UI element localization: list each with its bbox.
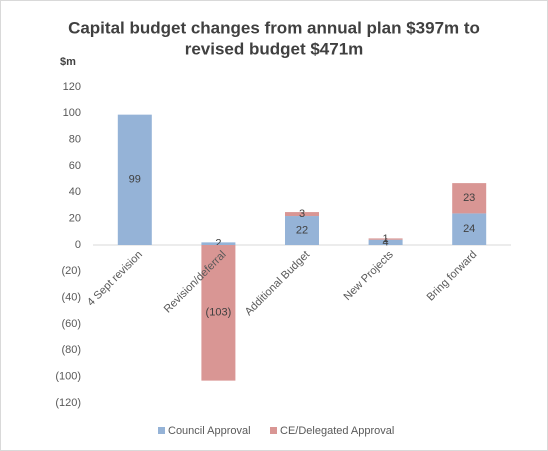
bar — [117, 114, 152, 246]
bar — [452, 183, 487, 214]
y-tick-label: (100) — [55, 371, 81, 383]
data-label: 24 — [463, 223, 475, 235]
y-tick-label: 20 — [69, 213, 81, 225]
bar — [452, 213, 487, 245]
data-label: 22 — [296, 224, 308, 236]
y-tick-label: (80) — [61, 344, 81, 356]
legend-label: CE/Delegated Approval — [280, 425, 394, 437]
bar — [368, 238, 403, 240]
y-tick-label: 120 — [63, 81, 81, 93]
y-tick-label: 40 — [69, 186, 81, 198]
y-axis-label: $m — [60, 56, 76, 68]
data-label: 99 — [129, 174, 141, 186]
bar — [285, 212, 319, 217]
y-tick-label: 0 — [75, 239, 81, 251]
y-tick-label: (120) — [55, 397, 81, 409]
bar — [368, 239, 403, 245]
data-label: (103) — [206, 307, 232, 319]
legend-swatch — [158, 427, 165, 434]
y-tick-label: (20) — [61, 265, 81, 277]
data-label: 3 — [299, 208, 305, 220]
chart-title: revised budget $471m — [185, 39, 364, 58]
bar — [201, 242, 236, 245]
data-label: 2 — [215, 238, 221, 250]
legend-swatch — [270, 427, 277, 434]
y-tick-label: 60 — [69, 160, 81, 172]
data-label: 23 — [463, 192, 475, 204]
bar — [201, 245, 236, 381]
bar — [285, 216, 319, 245]
y-tick-label: 100 — [63, 107, 81, 119]
y-tick-label: (40) — [61, 292, 81, 304]
chart-title: Capital budget changes from annual plan … — [68, 18, 480, 37]
legend-label: Council Approval — [168, 425, 251, 437]
y-tick-label: (60) — [61, 318, 81, 330]
y-tick-label: 80 — [69, 134, 81, 146]
data-label: 1 — [383, 233, 389, 245]
data-label: 4 — [383, 236, 389, 248]
